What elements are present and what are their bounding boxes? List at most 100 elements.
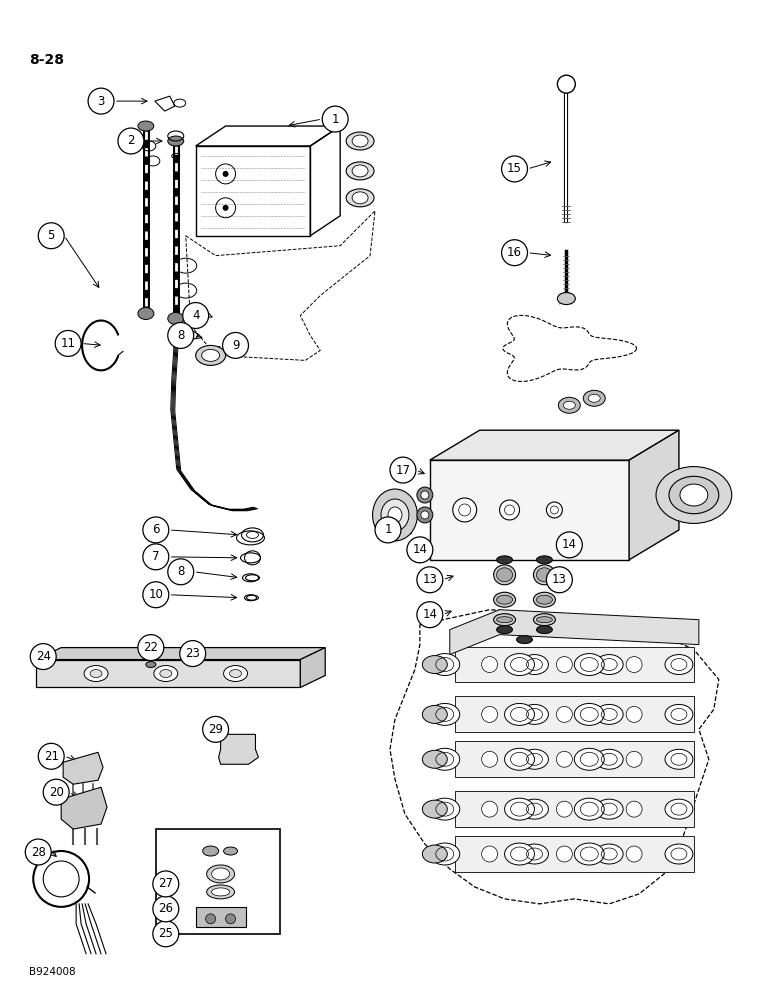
Circle shape: [626, 801, 642, 817]
Polygon shape: [450, 610, 699, 655]
Ellipse shape: [203, 846, 218, 856]
Ellipse shape: [422, 845, 447, 863]
Ellipse shape: [665, 749, 693, 769]
Text: 2: 2: [127, 134, 134, 147]
Ellipse shape: [422, 750, 447, 768]
Text: 25: 25: [158, 927, 173, 940]
Text: 20: 20: [49, 786, 63, 799]
Ellipse shape: [496, 626, 513, 634]
Ellipse shape: [537, 617, 553, 623]
Circle shape: [222, 171, 229, 177]
Polygon shape: [430, 460, 629, 560]
Circle shape: [143, 544, 169, 570]
Ellipse shape: [90, 670, 102, 678]
Text: 21: 21: [44, 750, 59, 763]
Ellipse shape: [505, 748, 534, 770]
Text: 3: 3: [97, 95, 105, 108]
Circle shape: [168, 559, 194, 585]
Text: 1: 1: [331, 113, 339, 126]
Polygon shape: [430, 430, 679, 460]
Text: 16: 16: [507, 246, 522, 259]
Ellipse shape: [537, 595, 553, 604]
Text: 27: 27: [158, 877, 173, 890]
Ellipse shape: [533, 614, 555, 626]
Text: 8-28: 8-28: [29, 53, 64, 67]
Ellipse shape: [352, 192, 368, 204]
Ellipse shape: [430, 703, 460, 725]
Circle shape: [30, 644, 56, 670]
Circle shape: [183, 303, 208, 328]
Circle shape: [143, 517, 169, 543]
Ellipse shape: [564, 401, 575, 409]
Circle shape: [88, 88, 114, 114]
Circle shape: [222, 332, 249, 358]
Ellipse shape: [496, 568, 513, 582]
Ellipse shape: [520, 844, 548, 864]
Ellipse shape: [537, 626, 553, 634]
Ellipse shape: [665, 704, 693, 724]
Ellipse shape: [537, 556, 553, 564]
Ellipse shape: [669, 476, 719, 514]
Ellipse shape: [346, 162, 374, 180]
Circle shape: [557, 75, 575, 93]
Text: B924008: B924008: [29, 967, 76, 977]
Bar: [455, 647, 694, 682]
Ellipse shape: [430, 843, 460, 865]
Ellipse shape: [558, 397, 581, 413]
Bar: [455, 741, 694, 777]
Ellipse shape: [229, 670, 242, 678]
Ellipse shape: [422, 656, 447, 674]
Circle shape: [452, 498, 476, 522]
Ellipse shape: [574, 798, 604, 820]
Bar: [455, 836, 694, 872]
Circle shape: [557, 532, 582, 558]
Text: 15: 15: [507, 162, 522, 175]
Ellipse shape: [422, 705, 447, 723]
Text: 14: 14: [412, 543, 428, 556]
Polygon shape: [36, 660, 300, 687]
Ellipse shape: [520, 704, 548, 724]
Text: 10: 10: [148, 588, 163, 601]
Text: 24: 24: [36, 650, 51, 663]
Ellipse shape: [557, 293, 575, 305]
Circle shape: [225, 914, 235, 924]
Circle shape: [557, 706, 572, 722]
Circle shape: [626, 657, 642, 673]
Ellipse shape: [388, 507, 402, 523]
Circle shape: [499, 500, 520, 520]
Circle shape: [626, 846, 642, 862]
Ellipse shape: [224, 847, 238, 855]
Ellipse shape: [505, 843, 534, 865]
Text: 14: 14: [422, 608, 438, 621]
Ellipse shape: [493, 592, 516, 607]
Bar: [455, 696, 694, 732]
Ellipse shape: [595, 749, 623, 769]
Ellipse shape: [168, 136, 184, 146]
Circle shape: [375, 517, 401, 543]
Text: 4: 4: [192, 309, 199, 322]
Ellipse shape: [574, 703, 604, 725]
Polygon shape: [218, 734, 259, 764]
Circle shape: [557, 801, 572, 817]
Circle shape: [421, 491, 428, 499]
Circle shape: [482, 801, 498, 817]
Circle shape: [168, 322, 194, 348]
Ellipse shape: [520, 799, 548, 819]
Circle shape: [626, 706, 642, 722]
Ellipse shape: [520, 655, 548, 675]
Circle shape: [55, 330, 81, 356]
Circle shape: [25, 839, 51, 865]
Ellipse shape: [346, 132, 374, 150]
Ellipse shape: [154, 666, 178, 681]
Bar: [455, 791, 694, 827]
Text: 26: 26: [158, 902, 173, 915]
Circle shape: [502, 240, 527, 266]
Ellipse shape: [595, 655, 623, 675]
Ellipse shape: [584, 390, 605, 406]
Ellipse shape: [496, 556, 513, 564]
Ellipse shape: [346, 189, 374, 207]
Circle shape: [39, 743, 64, 769]
Polygon shape: [63, 752, 103, 784]
Ellipse shape: [146, 662, 156, 668]
Ellipse shape: [496, 595, 513, 604]
